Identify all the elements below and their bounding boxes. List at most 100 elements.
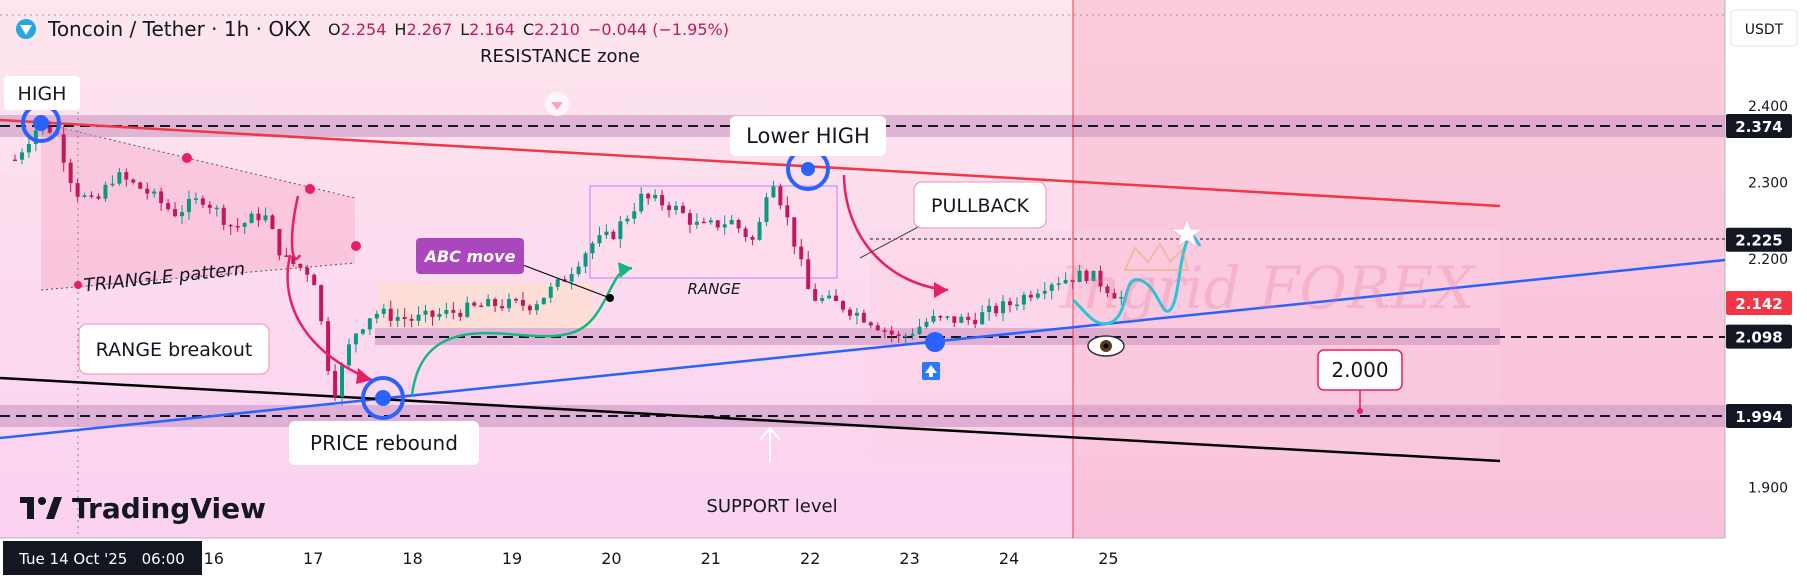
candle <box>409 314 414 328</box>
candle <box>423 304 428 323</box>
candle <box>1001 294 1006 322</box>
candle <box>764 192 769 227</box>
candle <box>360 328 365 336</box>
candle <box>827 290 832 300</box>
candle <box>576 261 581 277</box>
candle <box>632 202 637 225</box>
ohlc-readout: O2.254 H2.267 L2.164 C2.210 −0.044 (−1.95%) <box>328 20 729 39</box>
date-tick-label: 21 <box>701 549 721 568</box>
candle <box>1021 291 1026 311</box>
date-tick-label: 17 <box>303 549 323 568</box>
abc-pointer-line <box>514 261 611 299</box>
price-axis-badges: 2.374 2.225 2.142 2.098 1.994 <box>1726 114 1792 428</box>
price-badge: 2.374 <box>1726 114 1792 138</box>
candle <box>249 211 254 224</box>
candle <box>687 209 692 234</box>
candle <box>458 309 463 322</box>
drop-arrow-0 <box>290 195 302 261</box>
candle <box>667 201 672 218</box>
candle <box>959 313 964 324</box>
candle <box>346 338 351 368</box>
target-label[interactable]: 2.000 <box>1317 349 1403 414</box>
candle <box>388 300 393 327</box>
eye-icon <box>1087 335 1125 357</box>
currency-button[interactable]: USDT <box>1730 9 1798 47</box>
lower-high-label[interactable]: Lower HIGH <box>730 116 886 156</box>
watermark-text: Ingrid FOREX <box>1059 254 1477 322</box>
date-tick-label: 23 <box>899 549 919 568</box>
arrow-down-circle-icon <box>545 92 569 116</box>
candle <box>583 251 588 274</box>
svg-text:Tue 14 Oct '25 06:00: Tue 14 Oct '25 06:00 <box>18 550 185 568</box>
candle <box>910 328 915 340</box>
candle <box>917 318 922 335</box>
candle <box>159 187 164 211</box>
svg-text:RANGE breakout: RANGE breakout <box>96 339 253 361</box>
triangle-touch-4 <box>74 281 82 289</box>
candle <box>326 316 331 375</box>
candle <box>193 192 198 205</box>
candle <box>19 148 24 165</box>
candle <box>430 309 435 326</box>
svg-text:HIGH: HIGH <box>18 83 67 105</box>
candle <box>590 241 595 260</box>
range-breakout-label[interactable]: RANGE breakout <box>78 323 270 375</box>
candle <box>374 310 379 324</box>
candle <box>1119 290 1124 305</box>
high-label[interactable]: HIGH <box>4 76 80 110</box>
candle <box>618 215 623 248</box>
candle <box>228 224 233 236</box>
candle <box>750 235 755 246</box>
svg-text:2.098: 2.098 <box>1735 329 1782 347</box>
rebound-marker-ring <box>361 376 405 420</box>
candle <box>465 296 470 319</box>
price-badge: 1.994 <box>1726 404 1792 428</box>
tradingview-logo[interactable]: TradingView <box>20 492 266 525</box>
symbol-title[interactable]: Toncoin / Tether · 1h · OKX <box>47 17 311 41</box>
candle <box>145 182 150 200</box>
resistance-zone-label: RESISTANCE zone <box>480 46 640 67</box>
pullback-label[interactable]: PULLBACK <box>913 181 1047 229</box>
lower-channel-line <box>0 376 1501 463</box>
candle <box>604 224 609 239</box>
candle <box>813 283 818 302</box>
candle <box>444 302 449 319</box>
candle <box>653 189 658 202</box>
candle <box>186 190 191 220</box>
date-tick-label: 22 <box>800 549 820 568</box>
candle <box>854 307 859 325</box>
svg-text:Lower HIGH: Lower HIGH <box>746 124 870 148</box>
candle <box>173 202 178 218</box>
support-level-label: SUPPORT level <box>706 496 837 517</box>
pullback-pointer <box>859 225 921 259</box>
candle <box>1007 297 1012 313</box>
candle <box>639 187 644 214</box>
candle <box>729 215 734 225</box>
candle <box>611 229 616 241</box>
candle <box>806 250 811 290</box>
candle <box>541 297 546 305</box>
candle <box>75 179 80 202</box>
candle <box>340 362 345 406</box>
candle <box>507 293 512 312</box>
candle <box>1042 281 1047 300</box>
candle <box>736 218 741 233</box>
range-box <box>589 185 838 279</box>
star-icon <box>1169 216 1205 249</box>
forecast-arrow <box>1072 234 1192 326</box>
candle <box>214 205 219 217</box>
abc-range-box <box>378 283 593 328</box>
support-trendline <box>0 258 1726 440</box>
price-tick-label: 2.300 <box>1748 175 1788 191</box>
candle <box>138 181 143 190</box>
candle <box>680 202 685 214</box>
abc-move-label[interactable]: ABC move <box>416 238 524 274</box>
candle <box>1098 265 1103 293</box>
price-rebound-label[interactable]: PRICE rebound <box>289 421 479 465</box>
date-axis-ticks: 16 17 18 19 20 21 22 23 24 25 <box>204 549 1119 568</box>
candle <box>61 125 66 172</box>
candle <box>402 308 407 328</box>
candle <box>353 332 358 353</box>
